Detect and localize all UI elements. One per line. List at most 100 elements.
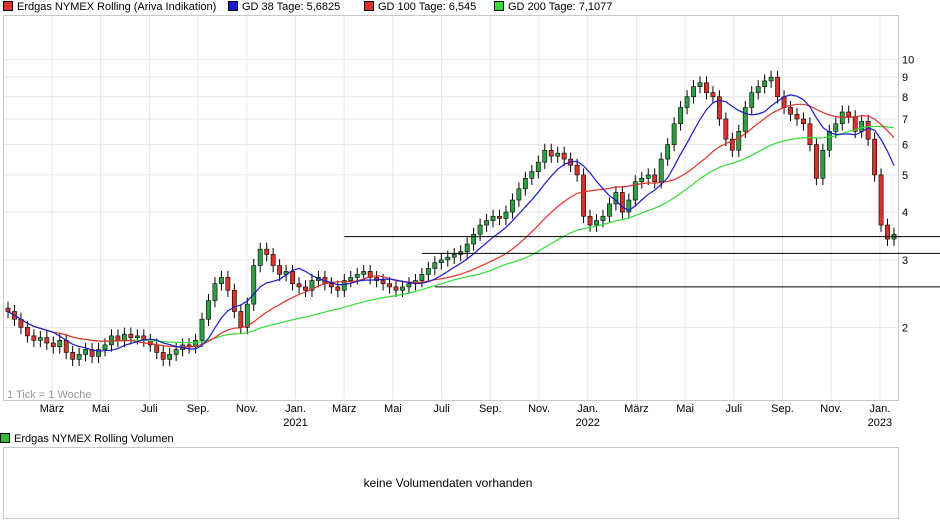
candle-body — [716, 96, 722, 120]
candle-body — [697, 82, 703, 87]
volume-title-label: Erdgas NYMEX Rolling Volumen — [14, 433, 174, 445]
candle-body — [335, 286, 341, 291]
candle-body — [31, 335, 37, 341]
candle-body — [199, 318, 205, 341]
candle-body — [244, 303, 250, 328]
no-volume-message: keine Volumendaten vorhanden — [363, 476, 533, 490]
x-tick-label-2: Juli — [141, 403, 158, 415]
candle-body — [885, 224, 890, 240]
ma38-line — [7, 94, 895, 352]
candle-body — [594, 220, 599, 226]
candle-body — [833, 123, 839, 132]
x-tick-label-11: Jan. — [577, 403, 598, 415]
candle-body — [639, 177, 645, 183]
candle-body — [755, 86, 761, 93]
candle-body — [63, 340, 69, 353]
candle-body — [445, 256, 451, 261]
candle-body — [471, 233, 477, 245]
candle-body — [309, 280, 315, 291]
candle-body — [354, 274, 360, 278]
candle-body — [859, 121, 865, 132]
candle-body — [613, 192, 619, 205]
candle-body — [393, 286, 399, 291]
candle-body — [477, 224, 483, 235]
candle-body — [264, 248, 270, 255]
candle-body — [83, 349, 89, 355]
y-tick-label-2: 4 — [902, 207, 908, 219]
y-tick-label-5: 7 — [902, 114, 908, 126]
candle-body — [419, 274, 425, 281]
candle-body — [497, 215, 502, 219]
candle-body — [37, 337, 43, 341]
candle-body — [574, 164, 580, 176]
candle-body — [57, 340, 63, 348]
legend-label-ma100: GD 100 Tage: 6,545 — [378, 1, 477, 13]
legend-label-ma200: GD 200 Tage: 7,1077 — [508, 1, 613, 13]
candle-body — [277, 265, 283, 275]
candle-body — [122, 333, 127, 341]
candle-body — [231, 289, 237, 312]
candle-body — [225, 277, 231, 291]
ma200-line — [7, 125, 895, 344]
candle-body — [464, 243, 470, 253]
candle-body — [813, 144, 819, 179]
candle-body — [70, 352, 76, 360]
candle-body — [801, 118, 806, 125]
candle-body — [684, 96, 690, 108]
x-tick-label-15: Sep. — [771, 403, 794, 415]
candle-body — [160, 352, 166, 360]
x-tick-label-6: März — [332, 403, 356, 415]
legend-label-price: Erdgas NYMEX Rolling (Ariva Indikation) — [17, 1, 217, 13]
candle-body — [658, 158, 664, 183]
x-tick-label-12: März — [624, 403, 648, 415]
candle-body — [303, 286, 308, 291]
candle-body — [820, 149, 826, 179]
candle-body — [290, 271, 295, 285]
candle-body — [807, 123, 813, 145]
candle-body — [723, 118, 729, 140]
x-year-label-17: 2023 — [868, 417, 892, 429]
legend-swatch-ma38 — [228, 1, 238, 11]
candle-body — [206, 300, 211, 320]
x-tick-label-16: Nov. — [820, 403, 842, 415]
candle-body — [652, 174, 658, 183]
candle-body — [348, 277, 354, 281]
candle-body — [788, 107, 793, 115]
candle-body — [212, 283, 218, 301]
candle-body — [671, 123, 677, 145]
legend-item-ma100: GD 100 Tage: 6,545 — [364, 1, 476, 13]
price-chart-panel — [3, 15, 899, 401]
tick-note: 1 Tick = 1 Woche — [7, 389, 92, 401]
volume-title: Erdgas NYMEX Rolling Volumen — [0, 433, 174, 445]
legend-swatch-ma200 — [494, 1, 504, 11]
volume-legend-swatch — [0, 433, 10, 443]
candle-body — [44, 337, 50, 344]
candle-body — [328, 283, 334, 288]
candle-body — [380, 280, 386, 285]
candle-body — [134, 335, 140, 338]
candle-body — [490, 215, 496, 221]
x-tick-label-4: Nov. — [236, 403, 258, 415]
candle-body — [219, 277, 224, 285]
candle-body — [76, 354, 82, 360]
y-tick-label-7: 9 — [902, 72, 908, 84]
candle-body — [619, 192, 625, 213]
candle-body — [5, 307, 11, 312]
candle-body — [775, 76, 780, 98]
candle-body — [561, 152, 567, 160]
y-tick-label-1: 3 — [902, 255, 908, 267]
candle-body — [762, 80, 768, 87]
candle-body — [736, 130, 742, 151]
candle-body — [238, 311, 244, 328]
candle-body — [173, 349, 179, 355]
legend-item-ma38: GD 38 Tage: 5,6825 — [228, 1, 340, 13]
candle-body — [846, 111, 852, 117]
x-tick-label-9: Sep. — [479, 403, 502, 415]
candle-body — [451, 254, 457, 258]
legend-swatch-price — [3, 1, 13, 11]
candle-body — [632, 181, 638, 201]
x-tick-label-14: Juli — [726, 403, 743, 415]
y-tick-label-0: 2 — [902, 322, 908, 334]
candle-body — [361, 271, 367, 275]
candle-body — [400, 286, 405, 291]
